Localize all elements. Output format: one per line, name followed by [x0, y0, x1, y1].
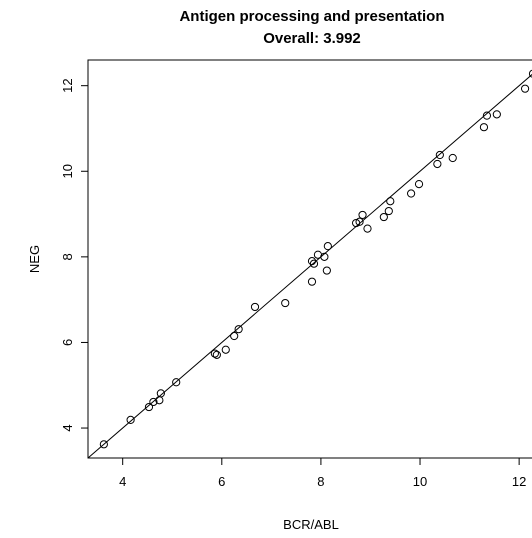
data-point — [144, 402, 154, 412]
y-tick-label: 8 — [60, 253, 75, 260]
data-point — [323, 242, 332, 251]
data-point — [482, 111, 492, 120]
data-point — [210, 349, 219, 358]
plot-frame — [87, 59, 532, 459]
data-point — [250, 302, 260, 312]
x-tick-label: 6 — [218, 474, 225, 489]
data-point — [126, 415, 135, 425]
data-point — [358, 210, 367, 220]
y-tick-label: 10 — [60, 164, 75, 178]
data-point — [492, 110, 501, 119]
data-points — [99, 69, 532, 449]
chart-subtitle: Overall: 3.992 — [263, 30, 361, 47]
data-point — [520, 84, 530, 93]
x-tick-label: 4 — [119, 474, 126, 489]
y-tick-label: 6 — [60, 339, 75, 346]
chart-title: Antigen processing and presentation — [179, 8, 444, 25]
x-tick-label: 8 — [317, 474, 324, 489]
data-point — [212, 350, 221, 359]
data-point — [407, 189, 416, 198]
data-point — [384, 206, 393, 216]
data-point — [234, 325, 243, 334]
data-point — [448, 153, 457, 163]
data-point — [435, 150, 444, 160]
data-point — [379, 212, 388, 222]
x-axis-label: BCR/ABL — [283, 517, 339, 532]
x-axis: 4 6 8 10 12 — [119, 458, 526, 489]
data-point — [172, 378, 181, 387]
data-point — [320, 252, 329, 261]
data-point — [99, 440, 108, 449]
data-point — [363, 224, 372, 233]
data-point — [149, 397, 158, 407]
y-tick-label: 12 — [60, 78, 75, 92]
data-point — [281, 298, 290, 308]
data-point — [528, 69, 532, 78]
data-point — [433, 159, 442, 169]
data-point — [386, 197, 395, 206]
data-point — [322, 266, 331, 275]
data-point — [414, 180, 424, 189]
y-tick-label: 4 — [60, 424, 75, 431]
data-point — [307, 257, 317, 266]
reference-line — [87, 73, 532, 459]
data-point — [230, 331, 239, 341]
data-point — [479, 123, 489, 132]
y-axis-label: NEG — [27, 245, 42, 273]
data-point — [307, 277, 317, 286]
data-point — [221, 345, 230, 354]
x-tick-label: 10 — [413, 474, 427, 489]
data-point — [355, 217, 364, 226]
data-point — [351, 218, 361, 228]
data-point — [156, 389, 165, 398]
y-axis: 4 6 8 10 12 — [60, 78, 88, 432]
data-point — [309, 259, 319, 268]
x-tick-label: 12 — [512, 474, 526, 489]
